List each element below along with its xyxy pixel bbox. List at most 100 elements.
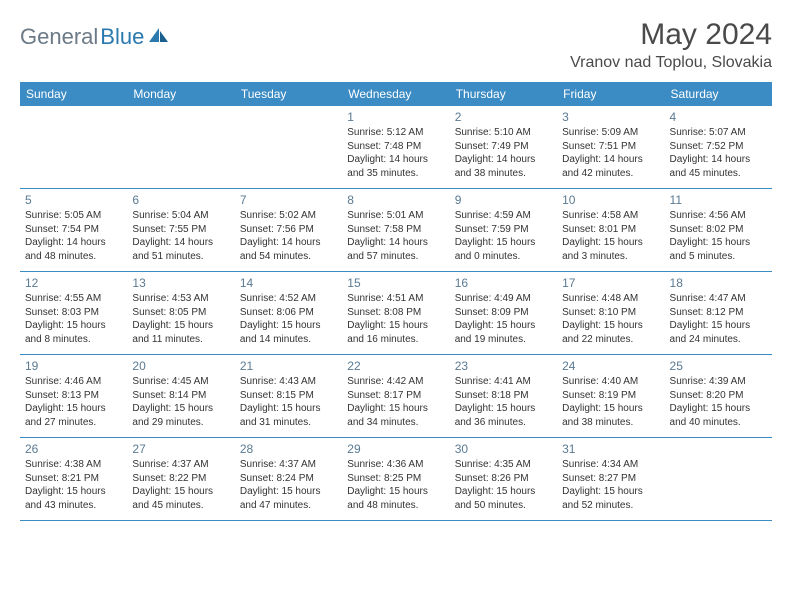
logo-text-blue: Blue (100, 24, 144, 50)
weeks-container: 1 Sunrise: 5:12 AMSunset: 7:48 PMDaylight… (20, 106, 772, 521)
day-number: 13 (132, 276, 229, 290)
day-number: 21 (240, 359, 337, 373)
calendar-grid: SundayMondayTuesdayWednesdayThursdayFrid… (20, 82, 772, 521)
day-info: Sunrise: 4:55 AMSunset: 8:03 PMDaylight:… (25, 292, 122, 346)
week-row: 5Sunrise: 5:05 AMSunset: 7:54 PMDaylight… (20, 189, 772, 272)
day-number: 25 (670, 359, 767, 373)
day-info: Sunrise: 4:59 AMSunset: 7:59 PMDaylight:… (455, 209, 552, 263)
day-cell: 14 Sunrise: 4:52 AMSunset: 8:06 PMDayligh… (235, 272, 342, 354)
calendar-page: GeneralBlue May 2024 Vranov nad Toplou, … (0, 0, 792, 521)
day-number: 11 (670, 193, 767, 207)
day-number: 27 (132, 442, 229, 456)
day-number: 9 (455, 193, 552, 207)
day-cell: 6Sunrise: 5:04 AMSunset: 7:55 PMDaylight… (127, 189, 234, 271)
day-info: Sunrise: 4:46 AMSunset: 8:13 PMDaylight:… (25, 375, 122, 429)
day-cell: 2Sunrise: 5:10 AMSunset: 7:49 PMDaylight… (450, 106, 557, 188)
day-info: Sunrise: 5:12 AMSunset: 7:48 PMDaylight:… (347, 126, 444, 180)
day-number: 17 (562, 276, 659, 290)
day-number: 2 (455, 110, 552, 124)
day-header-cell: Monday (127, 82, 234, 106)
day-number: 29 (347, 442, 444, 456)
logo: GeneralBlue (20, 18, 170, 50)
day-info: Sunrise: 4:37 AMSunset: 8:24 PMDaylight:… (240, 458, 337, 512)
day-number: 3 (562, 110, 659, 124)
day-info: Sunrise: 5:01 AMSunset: 7:58 PMDaylight:… (347, 209, 444, 263)
day-header-cell: Sunday (20, 82, 127, 106)
day-cell: 21 Sunrise: 4:43 AMSunset: 8:15 PMDayligh… (235, 355, 342, 437)
day-cell: 22 Sunrise: 4:42 AMSunset: 8:17 PMDayligh… (342, 355, 449, 437)
day-cell: 13Sunrise: 4:53 AMSunset: 8:05 PMDayligh… (127, 272, 234, 354)
day-number: 22 (347, 359, 444, 373)
week-row: 1 Sunrise: 5:12 AMSunset: 7:48 PMDaylight… (20, 106, 772, 189)
title-block: May 2024 Vranov nad Toplou, Slovakia (570, 18, 772, 72)
day-number: 31 (562, 442, 659, 456)
logo-text-general: General (20, 24, 98, 50)
day-info: Sunrise: 4:37 AMSunset: 8:22 PMDaylight:… (132, 458, 229, 512)
day-number: 28 (240, 442, 337, 456)
day-header-cell: Saturday (665, 82, 772, 106)
day-info: Sunrise: 4:38 AMSunset: 8:21 PMDaylight:… (25, 458, 122, 512)
day-number: 24 (562, 359, 659, 373)
day-info: Sunrise: 4:49 AMSunset: 8:09 PMDaylight:… (455, 292, 552, 346)
day-cell: 24 Sunrise: 4:40 AMSunset: 8:19 PMDayligh… (557, 355, 664, 437)
day-cell: 10Sunrise: 4:58 AMSunset: 8:01 PMDayligh… (557, 189, 664, 271)
day-cell: 18Sunrise: 4:47 AMSunset: 8:12 PMDayligh… (665, 272, 772, 354)
day-number: 12 (25, 276, 122, 290)
day-cell: 7Sunrise: 5:02 AMSunset: 7:56 PMDaylight… (235, 189, 342, 271)
day-number: 14 (240, 276, 337, 290)
day-header-cell: Wednesday (342, 82, 449, 106)
day-info: Sunrise: 4:39 AMSunset: 8:20 PMDaylight:… (670, 375, 767, 429)
day-number: 23 (455, 359, 552, 373)
day-cell: 11 Sunrise: 4:56 AMSunset: 8:02 PMDayligh… (665, 189, 772, 271)
day-cell: 16 Sunrise: 4:49 AMSunset: 8:09 PMDayligh… (450, 272, 557, 354)
day-number: 18 (670, 276, 767, 290)
day-cell: 8 Sunrise: 5:01 AMSunset: 7:58 PMDaylight… (342, 189, 449, 271)
day-number: 30 (455, 442, 552, 456)
day-cell: 27 Sunrise: 4:37 AMSunset: 8:22 PMDayligh… (127, 438, 234, 520)
day-header-cell: Friday (557, 82, 664, 106)
day-info: Sunrise: 4:56 AMSunset: 8:02 PMDaylight:… (670, 209, 767, 263)
week-row: 12 Sunrise: 4:55 AMSunset: 8:03 PMDayligh… (20, 272, 772, 355)
day-cell (127, 106, 234, 188)
day-cell: 19Sunrise: 4:46 AMSunset: 8:13 PMDayligh… (20, 355, 127, 437)
day-number: 26 (25, 442, 122, 456)
day-cell: 23 Sunrise: 4:41 AMSunset: 8:18 PMDayligh… (450, 355, 557, 437)
day-info: Sunrise: 5:07 AMSunset: 7:52 PMDaylight:… (670, 126, 767, 180)
day-number: 16 (455, 276, 552, 290)
day-info: Sunrise: 5:05 AMSunset: 7:54 PMDaylight:… (25, 209, 122, 263)
day-header-cell: Tuesday (235, 82, 342, 106)
day-cell: 20Sunrise: 4:45 AMSunset: 8:14 PMDayligh… (127, 355, 234, 437)
day-info: Sunrise: 4:51 AMSunset: 8:08 PMDaylight:… (347, 292, 444, 346)
day-cell: 28 Sunrise: 4:37 AMSunset: 8:24 PMDayligh… (235, 438, 342, 520)
week-row: 19Sunrise: 4:46 AMSunset: 8:13 PMDayligh… (20, 355, 772, 438)
month-title: May 2024 (570, 18, 772, 52)
location-text: Vranov nad Toplou, Slovakia (570, 54, 772, 72)
day-cell: 5Sunrise: 5:05 AMSunset: 7:54 PMDaylight… (20, 189, 127, 271)
day-cell: 3Sunrise: 5:09 AMSunset: 7:51 PMDaylight… (557, 106, 664, 188)
day-info: Sunrise: 4:40 AMSunset: 8:19 PMDaylight:… (562, 375, 659, 429)
day-number: 10 (562, 193, 659, 207)
day-header-row: SundayMondayTuesdayWednesdayThursdayFrid… (20, 82, 772, 106)
day-cell: 29 Sunrise: 4:36 AMSunset: 8:25 PMDayligh… (342, 438, 449, 520)
day-cell: 31 Sunrise: 4:34 AMSunset: 8:27 PMDayligh… (557, 438, 664, 520)
day-number: 8 (347, 193, 444, 207)
day-cell: 17Sunrise: 4:48 AMSunset: 8:10 PMDayligh… (557, 272, 664, 354)
day-info: Sunrise: 4:52 AMSunset: 8:06 PMDaylight:… (240, 292, 337, 346)
day-cell (235, 106, 342, 188)
logo-sail-icon (148, 26, 170, 49)
day-info: Sunrise: 5:04 AMSunset: 7:55 PMDaylight:… (132, 209, 229, 263)
day-info: Sunrise: 4:36 AMSunset: 8:25 PMDaylight:… (347, 458, 444, 512)
day-info: Sunrise: 4:35 AMSunset: 8:26 PMDaylight:… (455, 458, 552, 512)
day-header-cell: Thursday (450, 82, 557, 106)
day-cell: 25 Sunrise: 4:39 AMSunset: 8:20 PMDayligh… (665, 355, 772, 437)
day-number: 4 (670, 110, 767, 124)
day-info: Sunrise: 4:34 AMSunset: 8:27 PMDaylight:… (562, 458, 659, 512)
day-info: Sunrise: 4:43 AMSunset: 8:15 PMDaylight:… (240, 375, 337, 429)
day-number: 1 (347, 110, 444, 124)
day-cell (20, 106, 127, 188)
day-number: 7 (240, 193, 337, 207)
day-info: Sunrise: 4:41 AMSunset: 8:18 PMDaylight:… (455, 375, 552, 429)
day-info: Sunrise: 4:42 AMSunset: 8:17 PMDaylight:… (347, 375, 444, 429)
day-number: 20 (132, 359, 229, 373)
day-number: 15 (347, 276, 444, 290)
